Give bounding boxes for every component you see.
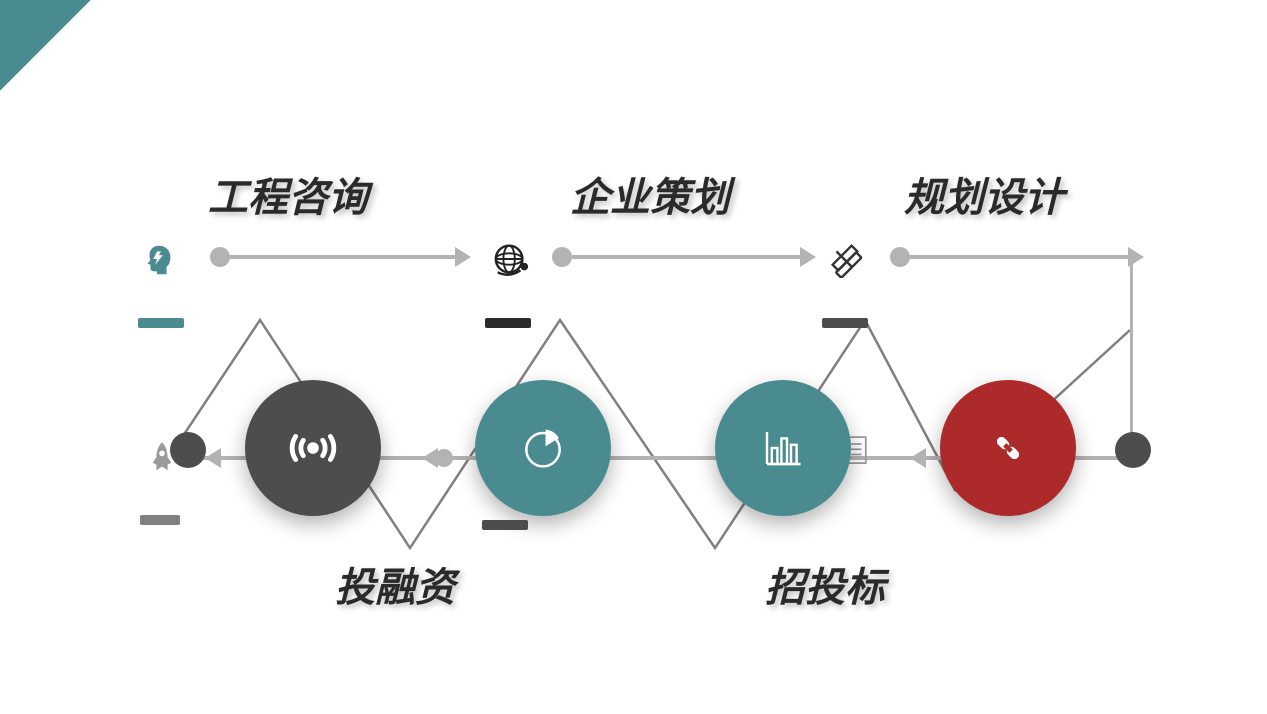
big-circle-1 xyxy=(475,380,611,516)
arrow-line-1 xyxy=(572,255,800,259)
bottom-heading-0: 投融资 xyxy=(335,555,455,613)
rocket-icon xyxy=(148,440,176,483)
arrow-head-1 xyxy=(800,247,816,267)
mid-dot-1 xyxy=(435,449,453,467)
big-circle-0 xyxy=(245,380,381,516)
top-heading-0: 工程咨询 xyxy=(208,165,368,223)
arrow-line-0 xyxy=(230,255,455,259)
right-connector xyxy=(1130,257,1133,448)
timeline-dot-0 xyxy=(210,247,230,267)
underline-0 xyxy=(138,318,184,328)
globe-icon xyxy=(490,240,528,278)
arrow-head-0 xyxy=(455,247,471,267)
bottom-underline-1 xyxy=(482,520,528,530)
timeline-dot-1 xyxy=(552,247,572,267)
underline-1 xyxy=(485,318,531,328)
arrow-line-2 xyxy=(910,255,1128,259)
bottom-arrow-0 xyxy=(910,448,926,468)
underline-2 xyxy=(822,318,868,328)
end-dot-1 xyxy=(1115,432,1151,468)
bottom-arrow-2 xyxy=(205,448,221,468)
top-heading-1: 企业策划 xyxy=(570,165,730,223)
rocket-underline xyxy=(140,515,180,525)
head-icon xyxy=(140,240,178,278)
big-circle-3 xyxy=(940,380,1076,516)
bottom-heading-2: 招投标 xyxy=(765,555,885,613)
big-circle-2 xyxy=(715,380,851,516)
top-heading-2: 规划设计 xyxy=(904,165,1064,223)
ruler-icon xyxy=(825,240,863,278)
zigzag-line xyxy=(0,0,1267,714)
timeline-dot-2 xyxy=(890,247,910,267)
